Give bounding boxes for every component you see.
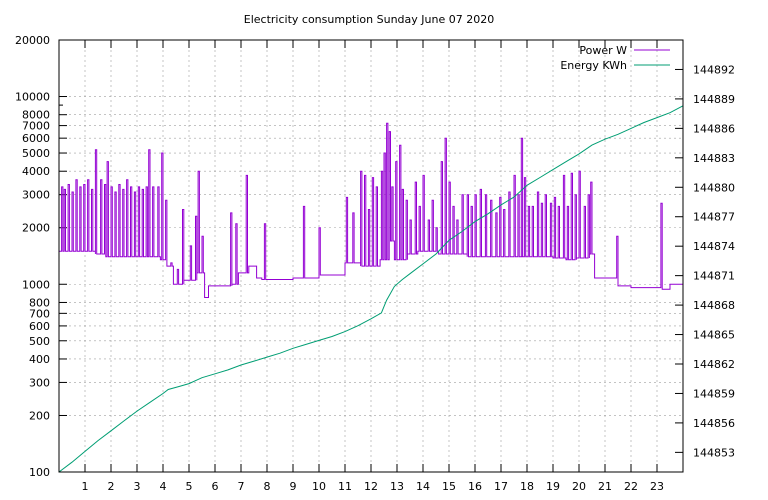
y2-tick-label: 144889 [693, 93, 735, 106]
y2-tick-label: 144856 [693, 417, 735, 430]
legend: Power W Energy KWh [560, 44, 670, 72]
y-tick-label: 300 [29, 376, 50, 389]
y-tick-label: 7000 [22, 120, 50, 133]
x-tick-label: 6 [212, 480, 219, 493]
x-tick-label: 14 [416, 480, 430, 493]
y-tick-label: 5000 [22, 147, 50, 160]
y2-tick-label: 144865 [693, 329, 735, 342]
x-tick-label: 9 [290, 480, 297, 493]
y2-tick-label: 144871 [693, 270, 735, 283]
x-tick-label: 17 [494, 480, 508, 493]
x-tick-label: 22 [624, 480, 638, 493]
y-tick-label: 10000 [15, 91, 50, 104]
x-tick-label: 5 [186, 480, 193, 493]
x-tick-label: 23 [650, 480, 664, 493]
x-tick-label: 21 [598, 480, 612, 493]
x-tick-label: 4 [160, 480, 167, 493]
y-tick-label: 500 [29, 335, 50, 348]
y2-axis-ticks: 144853 144856 144859 144862 144865 144868 1448… [675, 63, 735, 459]
x-tick-label: 3 [134, 480, 141, 493]
y2-tick-label: 144862 [693, 358, 735, 371]
y-tick-label: 600 [29, 320, 50, 333]
y2-tick-label: 144868 [693, 299, 735, 312]
y2-tick-label: 144853 [693, 446, 735, 459]
x-tick-label: 2 [108, 480, 115, 493]
y-tick-label: 4000 [22, 165, 50, 178]
y-tick-label: 400 [29, 353, 50, 366]
x-tick-label: 16 [468, 480, 482, 493]
x-tick-label: 13 [390, 480, 404, 493]
y-tick-label: 20000 [15, 34, 50, 47]
y2-tick-label: 144886 [693, 122, 735, 135]
y2-tick-label: 144874 [693, 240, 735, 253]
y-tick-label: 6000 [22, 132, 50, 145]
series-layer [58, 105, 684, 473]
y2-tick-label: 144892 [693, 63, 735, 76]
y-tick-label: 8000 [22, 109, 50, 122]
x-tick-label: 8 [264, 480, 271, 493]
x-tick-label: 7 [238, 480, 245, 493]
power-series-line [59, 122, 684, 298]
legend-label: Power W [579, 44, 627, 57]
y2-tick-label: 144883 [693, 152, 735, 165]
y2-tick-label: 144859 [693, 387, 735, 400]
y-tick-label: 800 [29, 296, 50, 309]
x-tick-label: 1 [82, 480, 89, 493]
x-tick-label: 10 [312, 480, 326, 493]
energy-series-line [58, 105, 684, 473]
x-tick-label: 20 [572, 480, 586, 493]
y-tick-label: 3000 [22, 189, 50, 202]
y-tick-label: 1000 [22, 278, 50, 291]
x-tick-label: 15 [442, 480, 456, 493]
y-tick-label: 700 [29, 307, 50, 320]
x-tick-label: 12 [364, 480, 378, 493]
plot-frame [58, 39, 684, 473]
y-tick-label: 200 [29, 409, 50, 422]
x-axis-ticks: 1 2 3 4 5 6 7 8 9 10 11 12 13 14 15 16 17 18 19 20 21 22 23 [82, 40, 664, 493]
y2-tick-label: 144877 [693, 211, 735, 224]
x-tick-label: 18 [520, 480, 534, 493]
chart-title: Electricity consumption Sunday June 07 2… [244, 13, 494, 26]
x-tick-label: 19 [546, 480, 560, 493]
legend-label: Energy KWh [560, 59, 627, 72]
x-tick-label: 11 [338, 480, 352, 493]
y-tick-label: 100 [29, 466, 50, 479]
y2-tick-label: 144880 [693, 181, 735, 194]
y-tick-label: 2000 [22, 222, 50, 235]
